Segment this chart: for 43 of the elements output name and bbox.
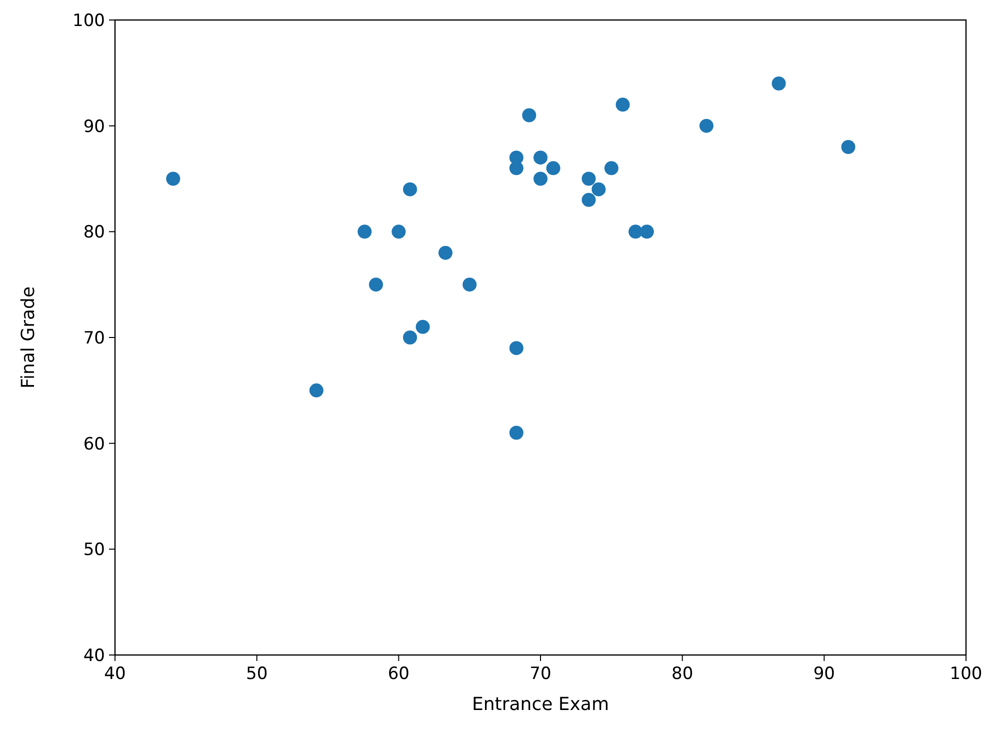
x-tick-label: 70 [530, 664, 552, 684]
point [616, 98, 630, 112]
point [462, 278, 477, 292]
point [582, 192, 596, 207]
point [509, 426, 524, 440]
point [534, 150, 548, 165]
point [699, 118, 714, 133]
point [592, 182, 606, 196]
point [582, 172, 596, 186]
y-tick-label: 50 [83, 540, 105, 560]
point [640, 224, 654, 239]
x-tick-label: 80 [672, 664, 694, 684]
y-tick-label: 40 [83, 646, 105, 666]
point [358, 224, 372, 239]
point [546, 161, 560, 176]
x-tick-label: 50 [246, 664, 268, 684]
point [841, 140, 856, 154]
x-tick-label: 60 [388, 664, 410, 684]
point [368, 278, 383, 292]
y-axis-title: Final Grade [18, 286, 39, 389]
y-tick-label: 60 [83, 434, 105, 454]
point [509, 341, 524, 356]
point [403, 182, 418, 196]
point [772, 76, 786, 90]
x-tick-label: 90 [813, 664, 835, 684]
point [438, 246, 452, 260]
point [392, 224, 406, 239]
y-tick-label: 80 [83, 222, 105, 243]
y-tick-label: 100 [72, 11, 105, 31]
point [628, 224, 643, 239]
x-tick-label: 100 [950, 664, 982, 684]
point [604, 161, 618, 176]
point [416, 320, 430, 334]
point [309, 383, 324, 398]
point [509, 161, 524, 176]
point [403, 330, 418, 344]
y-tick-label: 90 [83, 116, 105, 137]
point [522, 108, 536, 122]
y-tick-label: 70 [83, 328, 105, 348]
point [534, 172, 548, 186]
point [166, 172, 180, 186]
x-axis-title: Entrance Exam [472, 694, 609, 715]
x-tick-label: 40 [104, 664, 126, 684]
